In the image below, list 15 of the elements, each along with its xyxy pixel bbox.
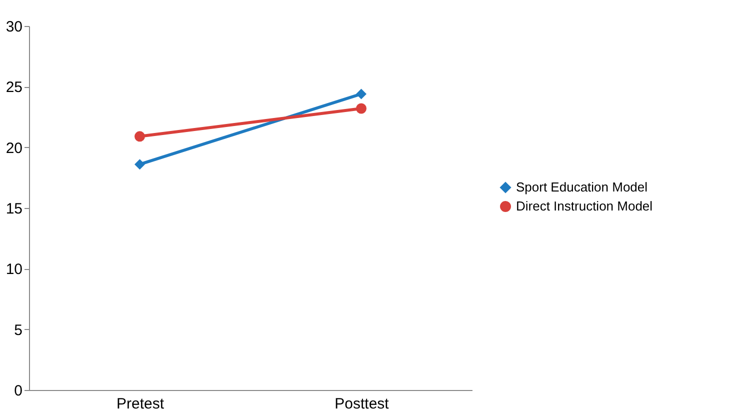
y-tick-label: 20 — [6, 140, 22, 157]
y-tick-label: 0 — [14, 382, 22, 400]
y-tick-label: 30 — [6, 18, 22, 36]
point — [356, 103, 366, 114]
point — [356, 88, 366, 100]
legend-label: Sport Education Model — [516, 180, 648, 194]
y-tick-label: 15 — [6, 200, 22, 218]
y-tick-label: 25 — [6, 79, 22, 96]
x-tick-label: Posttest — [334, 396, 390, 412]
y-tick-label: 10 — [6, 261, 22, 278]
point — [134, 159, 145, 170]
legend-label: Direct Instruction Model — [516, 198, 653, 214]
point — [134, 131, 145, 142]
y-tick-label: 5 — [14, 322, 22, 339]
x-tick-label: Pretest — [116, 396, 165, 412]
